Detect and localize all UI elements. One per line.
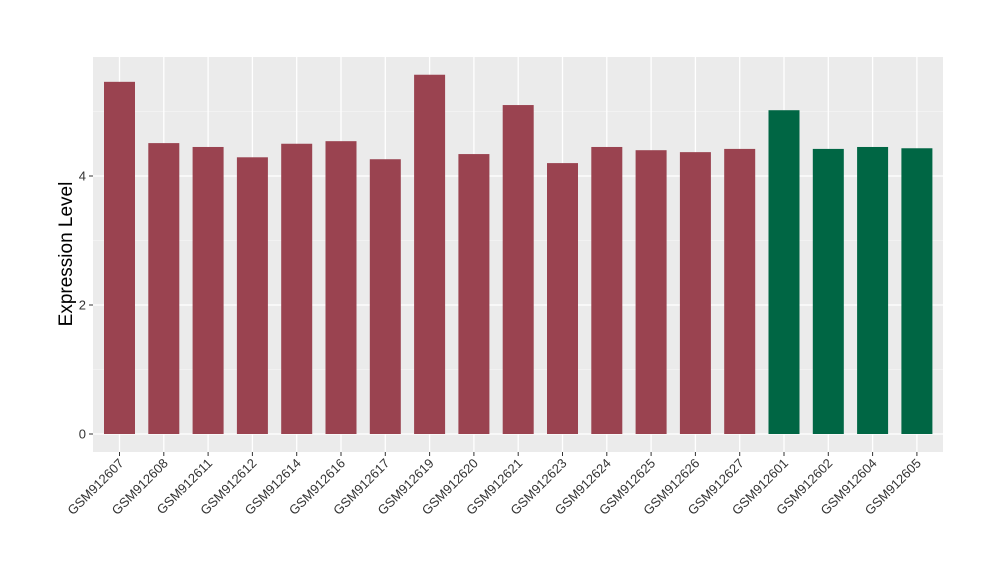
bar-GSM912612: [236, 157, 268, 435]
y-axis: 0 2 4: [79, 169, 93, 442]
y-axis-label: Expression Level: [56, 182, 77, 327]
y-tick-label: 0: [79, 427, 86, 442]
bar-GSM912617: [369, 159, 401, 435]
bar-GSM912619: [414, 74, 446, 435]
y-tick-label: 2: [79, 298, 86, 313]
bar-GSM912611: [192, 146, 224, 434]
bar-GSM912602: [812, 148, 844, 434]
bar-GSM912626: [679, 152, 711, 434]
bar-GSM912627: [724, 148, 756, 434]
bar-GSM912614: [281, 143, 313, 434]
bar-GSM912620: [458, 154, 490, 434]
bar-GSM912616: [325, 141, 357, 435]
bar-GSM912624: [591, 146, 623, 434]
bar-GSM912607: [104, 81, 135, 434]
bar-GSM912605: [901, 148, 933, 434]
bar-GSM912601: [768, 110, 800, 435]
bar-GSM912625: [635, 150, 667, 434]
bar-GSM912604: [857, 146, 889, 434]
bars: [104, 74, 933, 435]
x-axis: GSM912607GSM912608GSM912611GSM912612GSM9…: [64, 452, 924, 518]
bar-GSM912608: [148, 143, 180, 435]
bar-GSM912621: [502, 105, 534, 435]
y-tick-label: 4: [79, 169, 86, 184]
bar-GSM912623: [547, 163, 578, 434]
